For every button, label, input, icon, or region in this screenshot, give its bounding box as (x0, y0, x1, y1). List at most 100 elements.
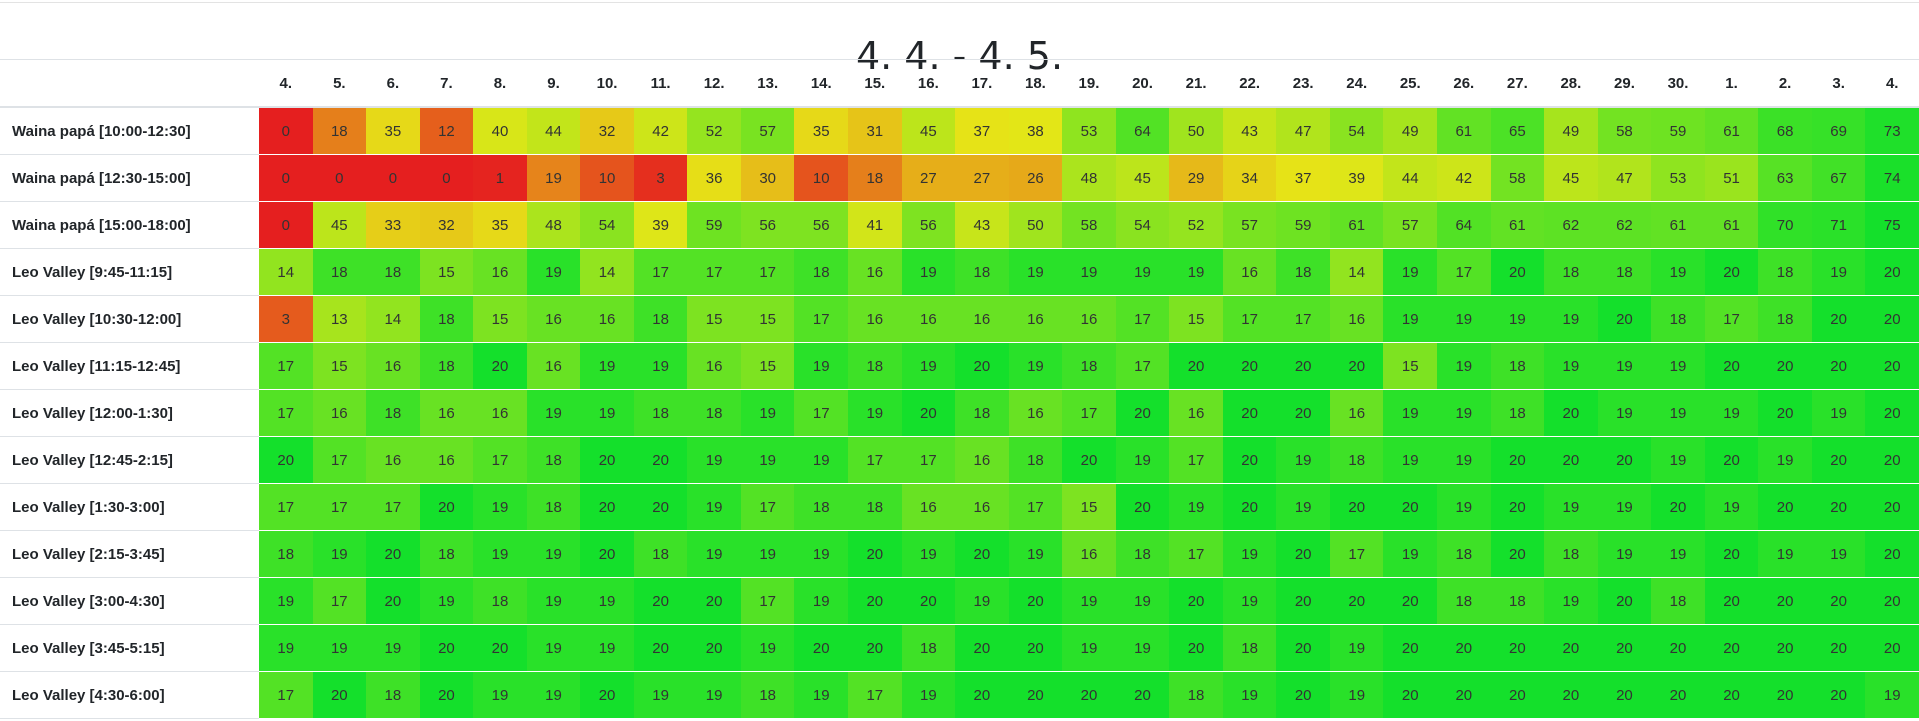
heatmap-cell: 16 (1008, 295, 1063, 343)
heatmap-cell: 19 (740, 436, 795, 484)
heatmap-cell: 20 (1811, 483, 1866, 531)
heatmap-cell: 17 (687, 248, 741, 296)
heatmap-cell: 58 (1597, 107, 1652, 155)
heatmap-cell: 17 (740, 248, 795, 296)
heatmap-cell: 20 (848, 624, 902, 672)
heatmap-cell: 45 (1544, 154, 1598, 202)
heatmap-cell: 20 (1597, 577, 1652, 625)
heatmap-cell: 18 (687, 389, 741, 437)
heatmap-cell: 17 (1169, 436, 1223, 484)
heatmap-cell: 20 (1222, 436, 1277, 484)
row-label: Leo Valley [12:00-1:30] (0, 389, 259, 437)
heatmap-cell: 18 (901, 624, 956, 672)
heatmap-cell: 18 (312, 107, 367, 155)
heatmap-cell: 20 (419, 483, 474, 531)
row-label: Leo Valley [3:45-5:15] (0, 624, 259, 672)
date-column-header: 30. (1651, 60, 1705, 108)
heatmap-cell: 18 (794, 483, 849, 531)
heatmap-cell: 19 (794, 342, 849, 390)
heatmap-cell: 20 (1490, 530, 1545, 578)
heatmap-cell: 19 (1008, 342, 1063, 390)
date-column-header: 1. (1704, 60, 1759, 108)
heatmap-cell: 19 (1276, 436, 1330, 484)
heatmap-cell: 20 (1383, 577, 1438, 625)
date-column-header: 14. (794, 60, 849, 108)
heatmap-cell: 20 (1490, 436, 1545, 484)
heatmap-cell: 16 (526, 342, 581, 390)
heatmap-cell: 20 (1865, 577, 1919, 625)
date-column-header: 5. (312, 60, 367, 108)
heatmap-cell: 20 (1276, 342, 1330, 390)
heatmap-cell: 19 (848, 389, 902, 437)
heatmap-cell: 74 (1865, 154, 1919, 202)
heatmap-cell: 20 (1758, 671, 1812, 719)
heatmap-cell: 19 (901, 671, 956, 719)
heatmap-cell: 19 (1544, 577, 1598, 625)
table-row: Leo Valley [12:00-1:30] 17 16 18 16 16 19 19 18 1… (0, 389, 1919, 437)
table-row: Leo Valley [1:30-3:00] 17 17 17 20 19 18 20 20 19… (0, 483, 1919, 531)
heatmap-cell: 20 (848, 530, 902, 578)
heatmap-cell: 14 (259, 248, 313, 296)
heatmap-cell: 19 (580, 577, 634, 625)
heatmap-cell: 20 (1222, 342, 1277, 390)
heatmap-cell: 19 (1115, 577, 1170, 625)
heatmap-cell: 19 (687, 530, 741, 578)
row-label: Leo Valley [1:30-3:00] (0, 483, 259, 531)
heatmap-cell: 3 (633, 154, 688, 202)
heatmap-cell: 44 (526, 107, 581, 155)
heatmap-cell: 20 (580, 530, 634, 578)
heatmap-cell: 19 (740, 624, 795, 672)
heatmap-cell: 16 (580, 295, 634, 343)
heatmap-cell: 19 (526, 154, 581, 202)
heatmap-cell: 18 (633, 295, 688, 343)
heatmap-cell: 45 (1115, 154, 1170, 202)
heatmap-cell: 19 (794, 530, 849, 578)
heatmap-cell: 71 (1811, 201, 1866, 249)
heatmap-cell: 18 (473, 577, 527, 625)
heatmap-cell: 20 (1651, 671, 1705, 719)
heatmap-cell: 20 (1062, 436, 1116, 484)
heatmap-cell: 19 (1704, 389, 1759, 437)
heatmap-cell: 14 (580, 248, 634, 296)
heatmap-cell: 20 (1865, 342, 1919, 390)
heatmap-cell: 20 (1437, 624, 1491, 672)
heatmap-cell: 20 (1811, 671, 1866, 719)
heatmap-cell: 17 (848, 436, 902, 484)
heatmap-cell: 20 (1276, 624, 1330, 672)
heatmap-cell: 37 (1276, 154, 1330, 202)
heatmap-cell: 18 (1169, 671, 1223, 719)
heatmap-cell: 54 (1115, 201, 1170, 249)
heatmap-cell: 20 (1758, 577, 1812, 625)
heatmap-cell: 58 (1490, 154, 1545, 202)
heatmap-cell: 19 (1758, 530, 1812, 578)
date-column-header: 3. (1811, 60, 1866, 108)
heatmap-cell: 19 (1651, 342, 1705, 390)
heatmap-cell: 18 (955, 248, 1009, 296)
heatmap-cell: 20 (1329, 577, 1384, 625)
heatmap-cell: 17 (901, 436, 956, 484)
table-row: Leo Valley [2:15-3:45] 18 19 20 18 19 19 20 18 19… (0, 530, 1919, 578)
heatmap-cell: 18 (1758, 295, 1812, 343)
heatmap-cell: 20 (1704, 436, 1759, 484)
date-column-header: 29. (1597, 60, 1652, 108)
heatmap-cell: 19 (1865, 671, 1919, 719)
heatmap-cell: 20 (1169, 577, 1223, 625)
heatmap-cell: 16 (473, 389, 527, 437)
heatmap-cell: 20 (1704, 671, 1759, 719)
heatmap-cell: 58 (1062, 201, 1116, 249)
heatmap-cell: 16 (1329, 389, 1384, 437)
heatmap-cell: 19 (901, 248, 956, 296)
heatmap-cell: 19 (473, 671, 527, 719)
heatmap-cell: 42 (1437, 154, 1491, 202)
date-column-header: 12. (687, 60, 741, 108)
heatmap-cell: 3 (259, 295, 313, 343)
heatmap-cell: 20 (366, 577, 420, 625)
heatmap-cell: 19 (687, 483, 741, 531)
heatmap-cell: 17 (740, 577, 795, 625)
heatmap-cell: 18 (794, 248, 849, 296)
heatmap-cell: 19 (419, 577, 474, 625)
heatmap-cell: 19 (901, 530, 956, 578)
heatmap-cell: 18 (1115, 530, 1170, 578)
heatmap-cell: 16 (473, 248, 527, 296)
heatmap-cell: 19 (259, 624, 313, 672)
